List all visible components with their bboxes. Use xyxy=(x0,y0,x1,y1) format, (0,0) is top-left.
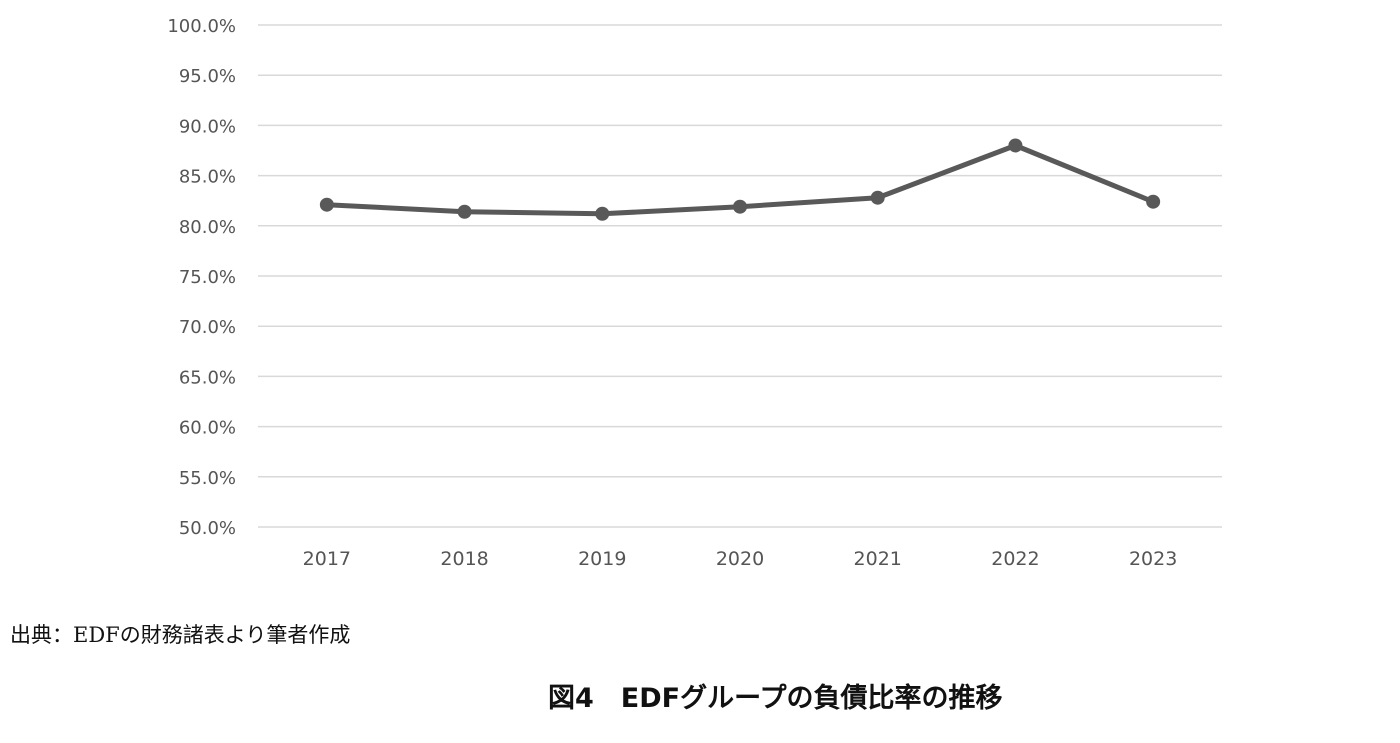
data-point xyxy=(319,197,334,212)
x-tick-label: 2021 xyxy=(854,548,902,570)
y-tick-label: 70.0% xyxy=(179,317,236,338)
data-point xyxy=(870,190,885,205)
y-tick-label: 75.0% xyxy=(179,267,236,288)
y-tick-label: 90.0% xyxy=(179,116,236,137)
y-axis-tick-labels: 100.0% 95.0% 90.0% 85.0% 80.0% 75.0% 70.0% 65.0… xyxy=(167,16,236,539)
y-tick-label: 100.0% xyxy=(167,16,236,37)
data-point xyxy=(595,206,610,221)
y-tick-label: 80.0% xyxy=(179,217,236,238)
data-points xyxy=(319,138,1161,221)
x-tick-label: 2023 xyxy=(1129,548,1177,570)
x-axis-tick-labels: 2017 2018 2019 2020 2021 2022 2023 xyxy=(303,548,1178,570)
x-tick-label: 2020 xyxy=(716,548,764,570)
y-tick-label: 55.0% xyxy=(179,468,236,489)
data-point xyxy=(733,199,747,214)
y-tick-label: 85.0% xyxy=(179,167,236,188)
gridlines xyxy=(258,24,1222,528)
y-tick-label: 65.0% xyxy=(179,367,236,388)
line-chart: 100.0% 95.0% 90.0% 85.0% 80.0% 75.0% 70.0% 65.0… xyxy=(167,16,1222,570)
y-tick-label: 50.0% xyxy=(179,518,236,539)
x-tick-label: 2018 xyxy=(440,548,488,570)
data-point xyxy=(1008,138,1023,153)
x-tick-label: 2022 xyxy=(991,548,1039,570)
source-note: 出典：EDFの財務諸表より筆者作成 xyxy=(10,623,351,647)
x-tick-label: 2019 xyxy=(578,548,626,570)
y-tick-label: 95.0% xyxy=(179,66,236,87)
data-point xyxy=(1146,194,1161,209)
x-tick-label: 2017 xyxy=(303,548,351,570)
y-tick-label: 60.0% xyxy=(179,418,236,439)
data-point xyxy=(457,204,472,219)
figure-caption: 図4 EDFグループの負債比率の推移 xyxy=(548,683,1003,714)
